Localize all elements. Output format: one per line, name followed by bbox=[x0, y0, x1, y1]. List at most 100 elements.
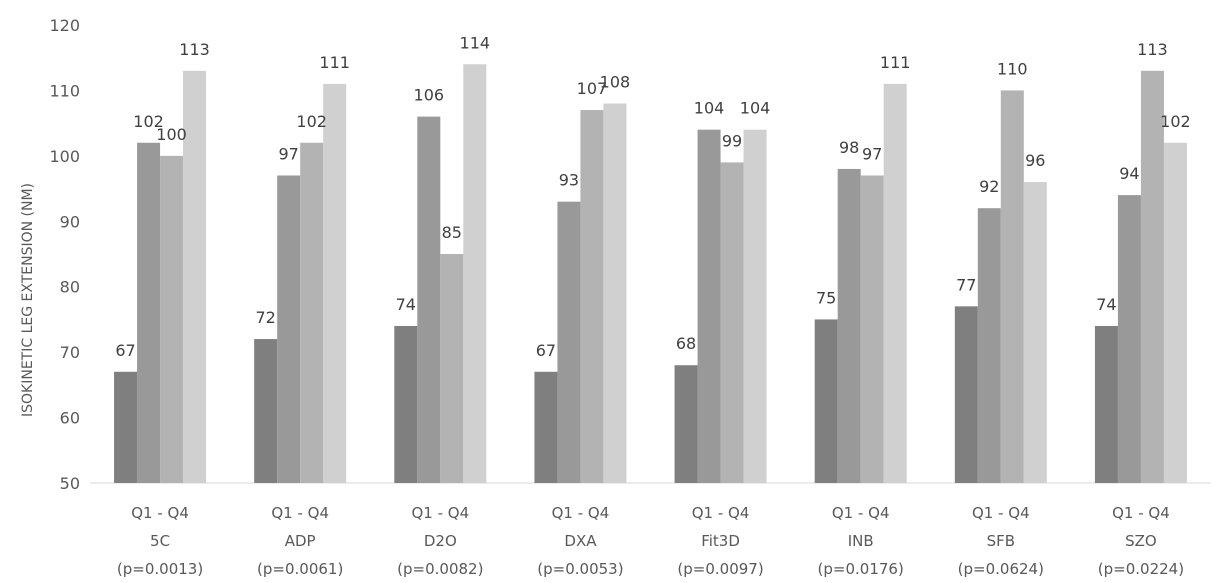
bars bbox=[114, 64, 1187, 484]
data-label: 104 bbox=[694, 99, 725, 118]
bar bbox=[1023, 182, 1047, 483]
x-category-label: (p=0.0624) bbox=[958, 560, 1044, 578]
bar bbox=[743, 129, 767, 483]
bar bbox=[814, 319, 838, 483]
x-category-label: (p=0.0082) bbox=[397, 560, 483, 578]
x-category-label: Q1 - Q4 bbox=[1112, 504, 1170, 522]
y-tick-label: 120 bbox=[49, 16, 80, 35]
y-tick-label: 60 bbox=[60, 409, 80, 428]
data-label: 67 bbox=[536, 341, 556, 360]
data-label: 98 bbox=[839, 138, 859, 157]
data-label: 106 bbox=[414, 86, 445, 105]
bar bbox=[580, 110, 604, 484]
data-label: 92 bbox=[979, 177, 999, 196]
bar bbox=[394, 325, 418, 483]
x-category-label: 5C bbox=[150, 532, 170, 550]
data-label: 97 bbox=[279, 144, 299, 163]
y-tick-label: 80 bbox=[60, 278, 80, 297]
x-category-label: SZO bbox=[1125, 532, 1157, 550]
bar bbox=[183, 70, 207, 484]
bar bbox=[697, 129, 721, 483]
x-category-label: (p=0.0013) bbox=[117, 560, 203, 578]
bar bbox=[440, 254, 464, 483]
data-label: 110 bbox=[997, 59, 1028, 78]
bar bbox=[674, 365, 698, 483]
data-label: 113 bbox=[1137, 40, 1168, 59]
x-category-label: Q1 - Q4 bbox=[692, 504, 750, 522]
y-tick-label: 70 bbox=[60, 343, 80, 362]
data-label: 68 bbox=[676, 334, 696, 353]
x-category-label: DXA bbox=[564, 532, 597, 550]
x-category-label: Q1 - Q4 bbox=[131, 504, 189, 522]
bar bbox=[1140, 70, 1164, 484]
data-label: 113 bbox=[179, 40, 210, 59]
x-category-label: Q1 - Q4 bbox=[832, 504, 890, 522]
bar bbox=[417, 116, 441, 483]
data-label: 93 bbox=[559, 171, 579, 190]
data-label: 102 bbox=[133, 112, 164, 131]
bar bbox=[720, 162, 744, 483]
x-category-label: ADP bbox=[285, 532, 316, 550]
bar bbox=[160, 155, 184, 483]
x-category-label: (p=0.0053) bbox=[537, 560, 623, 578]
x-category-label: Fit3D bbox=[701, 532, 740, 550]
bar bbox=[277, 175, 301, 483]
bar bbox=[954, 306, 978, 483]
y-axis-label: ISOKINETIC LEG EXTENSION (NM) bbox=[20, 183, 36, 417]
data-label: 102 bbox=[296, 112, 327, 131]
data-label: 97 bbox=[862, 144, 882, 163]
data-label: 104 bbox=[740, 99, 771, 118]
x-category-label: (p=0.0224) bbox=[1098, 560, 1184, 578]
data-label: 111 bbox=[319, 53, 350, 72]
bar bbox=[1094, 325, 1118, 483]
data-label: 102 bbox=[1160, 112, 1191, 131]
bar bbox=[1117, 195, 1141, 483]
y-tick-label: 90 bbox=[60, 212, 80, 231]
data-label: 114 bbox=[460, 33, 491, 52]
data-label: 85 bbox=[442, 223, 462, 242]
bar bbox=[463, 64, 487, 483]
x-category-label: D2O bbox=[424, 532, 457, 550]
bar bbox=[534, 371, 558, 483]
y-axis-ticks: 50 60 70 80 90 100 110 120 bbox=[49, 16, 80, 493]
bar bbox=[883, 83, 907, 483]
data-label: 74 bbox=[1096, 295, 1116, 314]
data-label: 74 bbox=[396, 295, 416, 314]
data-label: 77 bbox=[956, 275, 976, 294]
data-label: 72 bbox=[256, 308, 276, 327]
data-label: 99 bbox=[722, 131, 742, 150]
bar bbox=[603, 103, 627, 483]
y-tick-label: 110 bbox=[49, 81, 80, 100]
bar bbox=[837, 168, 861, 483]
data-label: 67 bbox=[115, 341, 135, 360]
bar bbox=[1000, 90, 1024, 483]
bar bbox=[977, 208, 1001, 483]
x-category-label: Q1 - Q4 bbox=[552, 504, 610, 522]
y-tick-label: 100 bbox=[49, 147, 80, 166]
bar bbox=[1163, 142, 1187, 483]
data-label: 108 bbox=[600, 73, 631, 92]
bar bbox=[860, 175, 884, 483]
y-tick-label: 50 bbox=[60, 474, 80, 493]
x-category-label: (p=0.0176) bbox=[818, 560, 904, 578]
data-label: 111 bbox=[880, 53, 911, 72]
bar bbox=[137, 142, 161, 483]
data-label: 107 bbox=[577, 79, 608, 98]
bar bbox=[300, 142, 324, 483]
data-labels: 6710210011372971021117410685114679310710… bbox=[115, 33, 1190, 360]
x-axis-categories: Q1 - Q4 5C (p=0.0013) Q1 - Q4 ADP (p=0.0061) Q… bbox=[117, 504, 1184, 578]
x-category-label: Q1 - Q4 bbox=[271, 504, 329, 522]
x-category-label: SFB bbox=[987, 532, 1015, 550]
x-category-label: Q1 - Q4 bbox=[972, 504, 1030, 522]
bar bbox=[323, 83, 347, 483]
bar bbox=[557, 201, 581, 483]
x-category-label: (p=0.0097) bbox=[677, 560, 763, 578]
data-label: 100 bbox=[156, 125, 187, 144]
data-label: 75 bbox=[816, 288, 836, 307]
x-category-label: Q1 - Q4 bbox=[411, 504, 469, 522]
bar bbox=[114, 371, 138, 483]
bar bbox=[254, 339, 278, 483]
data-label: 96 bbox=[1025, 151, 1045, 170]
data-label: 94 bbox=[1119, 164, 1139, 183]
